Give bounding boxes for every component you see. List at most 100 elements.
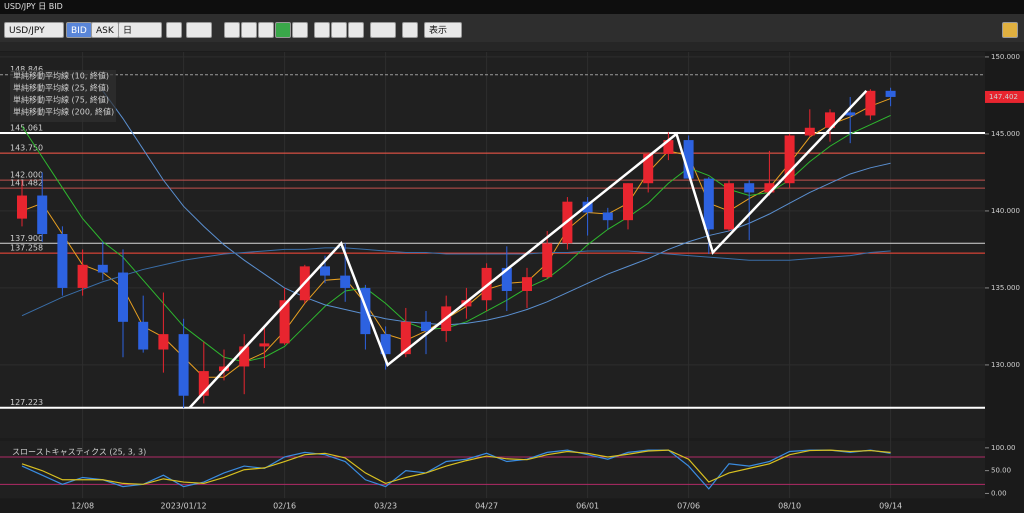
- candle-body: [542, 243, 553, 278]
- view-button[interactable]: 表示: [424, 22, 462, 38]
- candle-body: [744, 183, 755, 193]
- candle-body: [825, 112, 835, 128]
- last-price-box: [985, 90, 1024, 103]
- legend-box: [10, 70, 116, 122]
- candle-body: [663, 140, 674, 154]
- period-select[interactable]: 日: [118, 22, 162, 38]
- moving-average: [102, 90, 891, 326]
- x-tick-label: 04/27: [475, 502, 498, 511]
- window-title: USD/JPY 日 BID: [0, 0, 1024, 14]
- x-tick-label: 12/08: [71, 502, 94, 511]
- price-level-label: 141.482: [10, 179, 43, 188]
- bid-button[interactable]: BID: [66, 22, 92, 38]
- candle-body: [118, 272, 128, 322]
- candle-body: [804, 127, 815, 136]
- y-tick-label: 50.00: [991, 467, 1011, 475]
- last-price-label: 147.402: [989, 93, 1018, 101]
- y-tick-label: 0.00: [991, 489, 1007, 497]
- candle-body: [97, 264, 108, 273]
- tool-button[interactable]: [258, 22, 274, 38]
- candle-body: [643, 153, 654, 184]
- candle-body: [198, 371, 209, 396]
- toolbar: USD/JPY BID ASK 日 表示: [0, 14, 1024, 43]
- tool-button[interactable]: [402, 22, 418, 38]
- candle-body: [784, 135, 795, 184]
- candle-body: [138, 321, 149, 350]
- candle-body: [461, 300, 472, 307]
- candle-body: [178, 334, 189, 396]
- legend-entry: 単純移動平均線 (200, 終値): [13, 107, 114, 117]
- legend-entry: 単純移動平均線 (25, 終値): [13, 83, 109, 93]
- ask-button[interactable]: ASK: [91, 22, 119, 38]
- indicator-title: スローストキャスティクス (25, 3, 3): [12, 448, 146, 457]
- price-level-label: 137.258: [10, 244, 43, 253]
- candle-body: [340, 275, 351, 288]
- candle-body: [421, 321, 431, 332]
- moving-average: [21, 98, 891, 378]
- right-axis: [985, 52, 1024, 513]
- x-tick-label: 08/10: [778, 502, 801, 511]
- tool-button[interactable]: [314, 22, 330, 38]
- y-tick-label: 135.000: [991, 284, 1020, 292]
- legend-entry: 単純移動平均線 (10, 終値): [13, 71, 109, 81]
- stoch-pane: [0, 441, 985, 498]
- price-pane: [0, 52, 985, 438]
- date-axis: [0, 499, 985, 513]
- candle-body: [845, 112, 856, 116]
- zoom-out-button[interactable]: [241, 22, 257, 38]
- moving-average: [21, 114, 891, 363]
- x-tick-label: 09/14: [879, 502, 902, 511]
- settings-button[interactable]: [1002, 22, 1018, 38]
- x-tick-label: 2023/01/12: [161, 502, 207, 511]
- y-tick-label: 100.00: [991, 444, 1016, 452]
- legend-entry: 単純移動平均線 (75, 終値): [13, 95, 109, 105]
- splitter: [0, 42, 1024, 51]
- candle-body: [239, 346, 250, 367]
- candle-body: [602, 212, 613, 221]
- draw-button[interactable]: [370, 22, 396, 38]
- candle-body: [57, 234, 68, 288]
- tool-button[interactable]: [348, 22, 364, 38]
- candle-body: [299, 266, 310, 301]
- candle-body: [703, 178, 714, 230]
- candle-body: [683, 140, 694, 179]
- candle-body: [360, 287, 371, 335]
- x-tick-label: 02/16: [273, 502, 296, 511]
- candle-body: [501, 267, 512, 292]
- tool-button[interactable]: [292, 22, 308, 38]
- candle-body: [77, 264, 88, 288]
- tool-button[interactable]: [166, 22, 182, 38]
- candle-body: [219, 366, 229, 372]
- stoch-line: [21, 449, 891, 485]
- candle-body: [522, 277, 532, 292]
- price-level-label: 127.223: [10, 398, 43, 407]
- candle-body: [400, 321, 411, 355]
- candle-body: [481, 267, 492, 301]
- y-tick-label: 130.000: [991, 361, 1020, 369]
- candle-body: [37, 195, 48, 235]
- price-level-label: 137.900: [10, 234, 43, 243]
- candle-body: [582, 201, 593, 213]
- price-level-label: 148.846: [10, 65, 43, 74]
- symbol-select[interactable]: USD/JPY: [4, 22, 64, 38]
- candle-body: [885, 90, 896, 97]
- price-level-label: 142.000: [10, 171, 43, 180]
- zoom-in-button[interactable]: [224, 22, 240, 38]
- candle-body: [623, 183, 633, 221]
- chart-type-button[interactable]: [186, 22, 212, 38]
- stoch-line: [21, 449, 891, 490]
- candle-body: [279, 300, 290, 344]
- y-tick-label: 145.000: [991, 130, 1020, 138]
- y-tick-label: 150.000: [991, 53, 1020, 61]
- candle-body: [158, 334, 169, 350]
- tool-button[interactable]: [331, 22, 347, 38]
- candle-body: [441, 306, 452, 332]
- tool-button[interactable]: [275, 22, 291, 38]
- price-level-label: 145.061: [10, 123, 43, 132]
- x-tick-label: 03/23: [374, 502, 397, 511]
- candle-body: [380, 334, 391, 355]
- moving-average: [21, 247, 891, 317]
- trend-line: [188, 89, 868, 409]
